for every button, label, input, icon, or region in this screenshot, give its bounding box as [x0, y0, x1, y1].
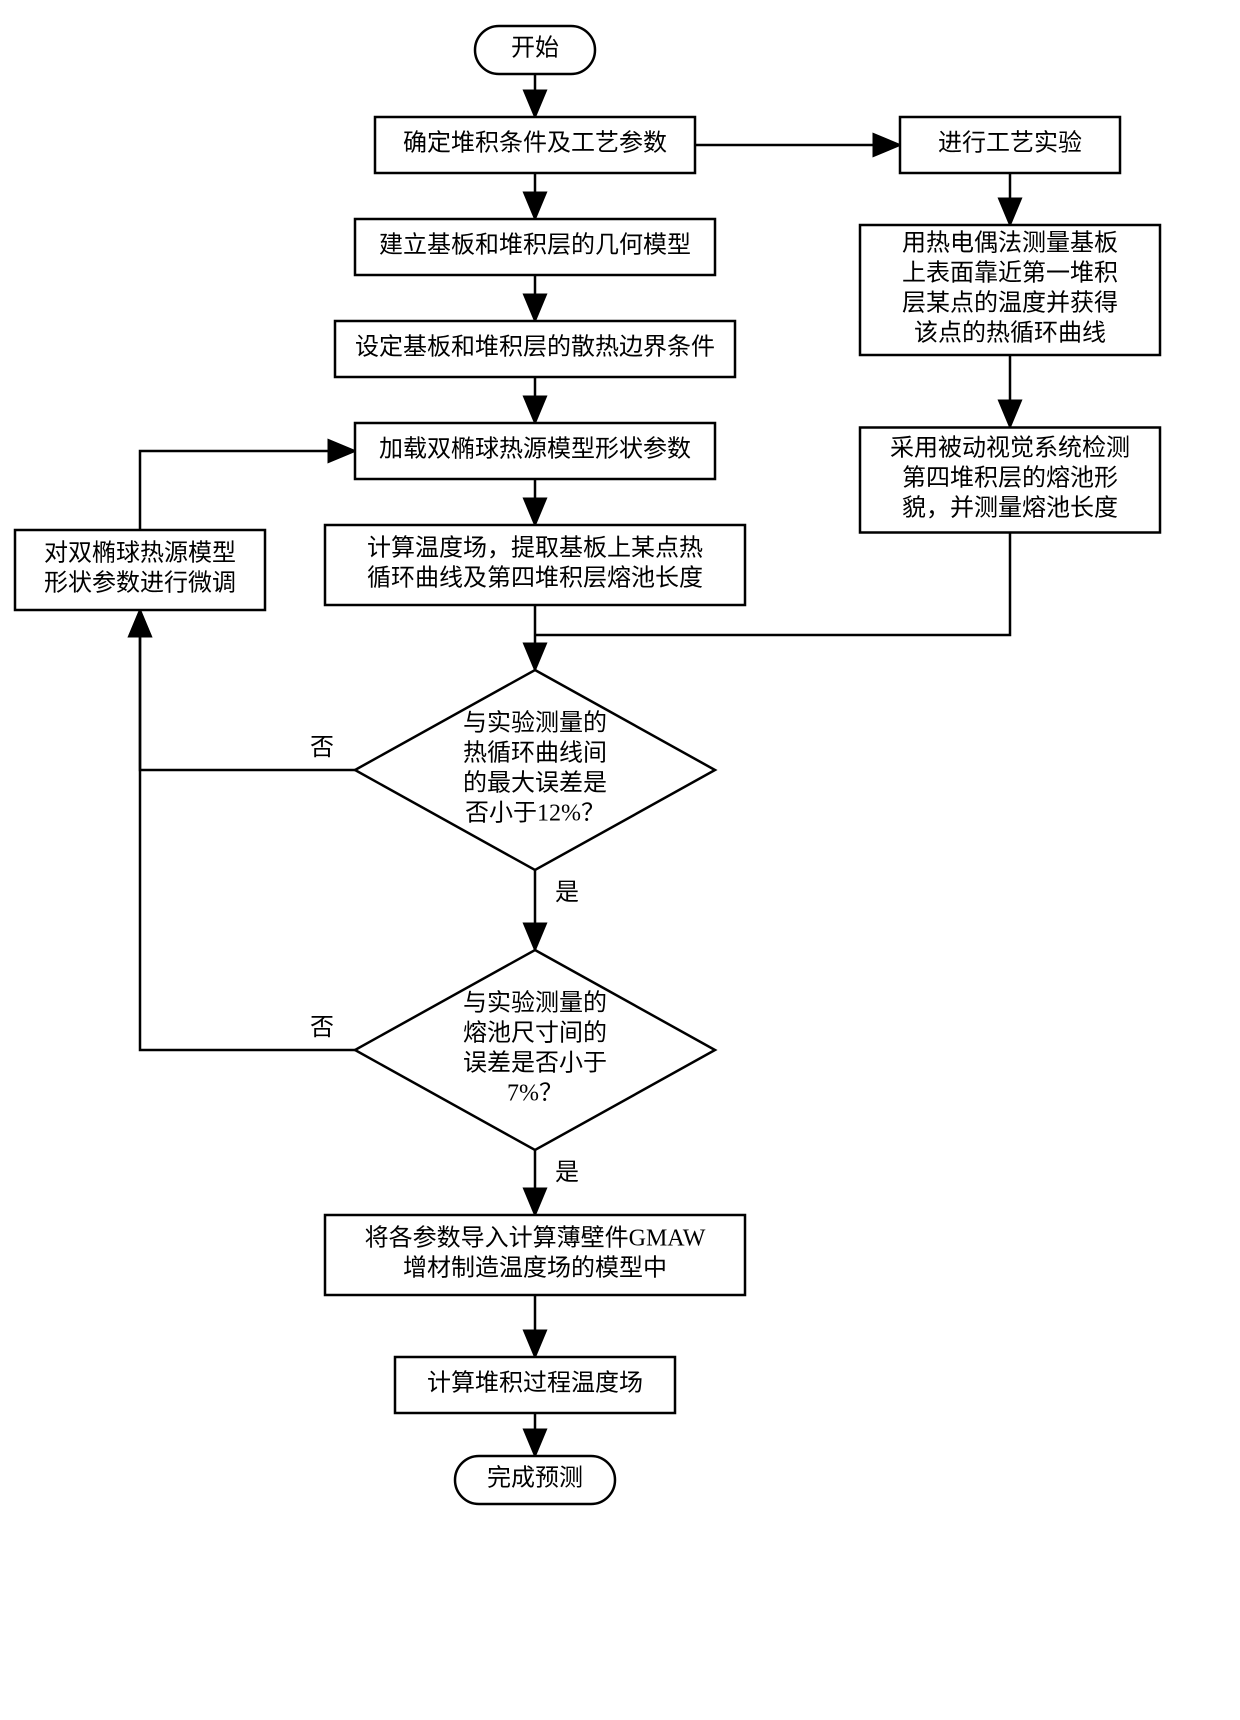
- node-end: 完成预测: [455, 1456, 615, 1504]
- node-l1: 对双椭球热源模型形状参数进行微调: [15, 530, 265, 610]
- node-text: 7%？: [507, 1081, 563, 1107]
- node-text: 该点的热循环曲线: [914, 320, 1106, 347]
- node-text: 热循环曲线间: [463, 740, 607, 767]
- node-text: 第四堆积层的熔池形: [902, 465, 1118, 492]
- node-text: 对双椭球热源模型: [44, 540, 236, 567]
- node-text: 开始: [511, 35, 559, 62]
- node-n7: 计算堆积过程温度场: [395, 1357, 675, 1413]
- edge-label: 是: [555, 1160, 579, 1186]
- node-text: 貌，并测量熔池长度: [902, 495, 1118, 522]
- node-text: 与实验测量的: [463, 710, 607, 737]
- node-text: 与实验测量的: [463, 990, 607, 1017]
- node-d1: 与实验测量的热循环曲线间的最大误差是否小于12%？: [355, 670, 715, 870]
- node-n6: 将各参数导入计算薄壁件GMAW 增材制造温度场的模型中: [325, 1215, 745, 1295]
- node-n1: 确定堆积条件及工艺参数: [375, 117, 695, 173]
- node-text: 误差是否小于: [463, 1050, 607, 1077]
- node-n4: 加载双椭球热源模型形状参数: [355, 423, 715, 479]
- node-text: 循环曲线及第四堆积层熔池长度: [367, 565, 703, 592]
- node-text: 计算温度场，提取基板上某点热: [367, 535, 703, 562]
- edge-label: 是: [555, 880, 579, 906]
- node-r2: 用热电偶法测量基板上表面靠近第一堆积层某点的温度并获得该点的热循环曲线: [860, 225, 1160, 355]
- node-text: 熔池尺寸间的: [463, 1020, 607, 1047]
- flowchart-canvas: 是是否否 开始确定堆积条件及工艺参数建立基板和堆积层的几何模型设定基板和堆积层的…: [0, 0, 1240, 1720]
- node-text: 的最大误差是: [463, 770, 607, 797]
- node-text: 将各参数导入计算薄壁件GMAW: [365, 1225, 706, 1252]
- node-n2: 建立基板和堆积层的几何模型: [355, 219, 715, 275]
- node-text: 完成预测: [487, 1465, 583, 1492]
- node-text: 计算堆积过程温度场: [427, 1370, 643, 1397]
- node-start: 开始: [475, 26, 595, 74]
- node-text: 采用被动视觉系统检测: [890, 435, 1130, 462]
- node-text: 加载双椭球热源模型形状参数: [379, 436, 691, 463]
- node-text: 增材制造温度场的模型中: [403, 1255, 667, 1282]
- node-r3: 采用被动视觉系统检测第四堆积层的熔池形貌，并测量熔池长度: [860, 428, 1160, 533]
- edge-label: 否: [310, 1015, 334, 1041]
- node-n3: 设定基板和堆积层的散热边界条件: [335, 321, 735, 377]
- node-text: 层某点的温度并获得: [902, 290, 1118, 317]
- node-text: 设定基板和堆积层的散热边界条件: [355, 334, 715, 361]
- node-text: 进行工艺实验: [938, 130, 1082, 157]
- node-text: 建立基板和堆积层的几何模型: [379, 232, 691, 259]
- node-r1: 进行工艺实验: [900, 117, 1120, 173]
- edge: [140, 610, 355, 1050]
- node-d2: 与实验测量的熔池尺寸间的误差是否小于 7%？: [355, 950, 715, 1150]
- node-text: 否小于12%？: [465, 800, 605, 827]
- node-text: 形状参数进行微调: [44, 570, 236, 597]
- edge-label: 否: [310, 735, 334, 761]
- node-n5: 计算温度场，提取基板上某点热循环曲线及第四堆积层熔池长度: [325, 525, 745, 605]
- node-text: 确定堆积条件及工艺参数: [403, 130, 667, 157]
- node-text: 上表面靠近第一堆积: [902, 260, 1118, 287]
- edge: [140, 451, 355, 530]
- node-text: 用热电偶法测量基板: [902, 230, 1118, 257]
